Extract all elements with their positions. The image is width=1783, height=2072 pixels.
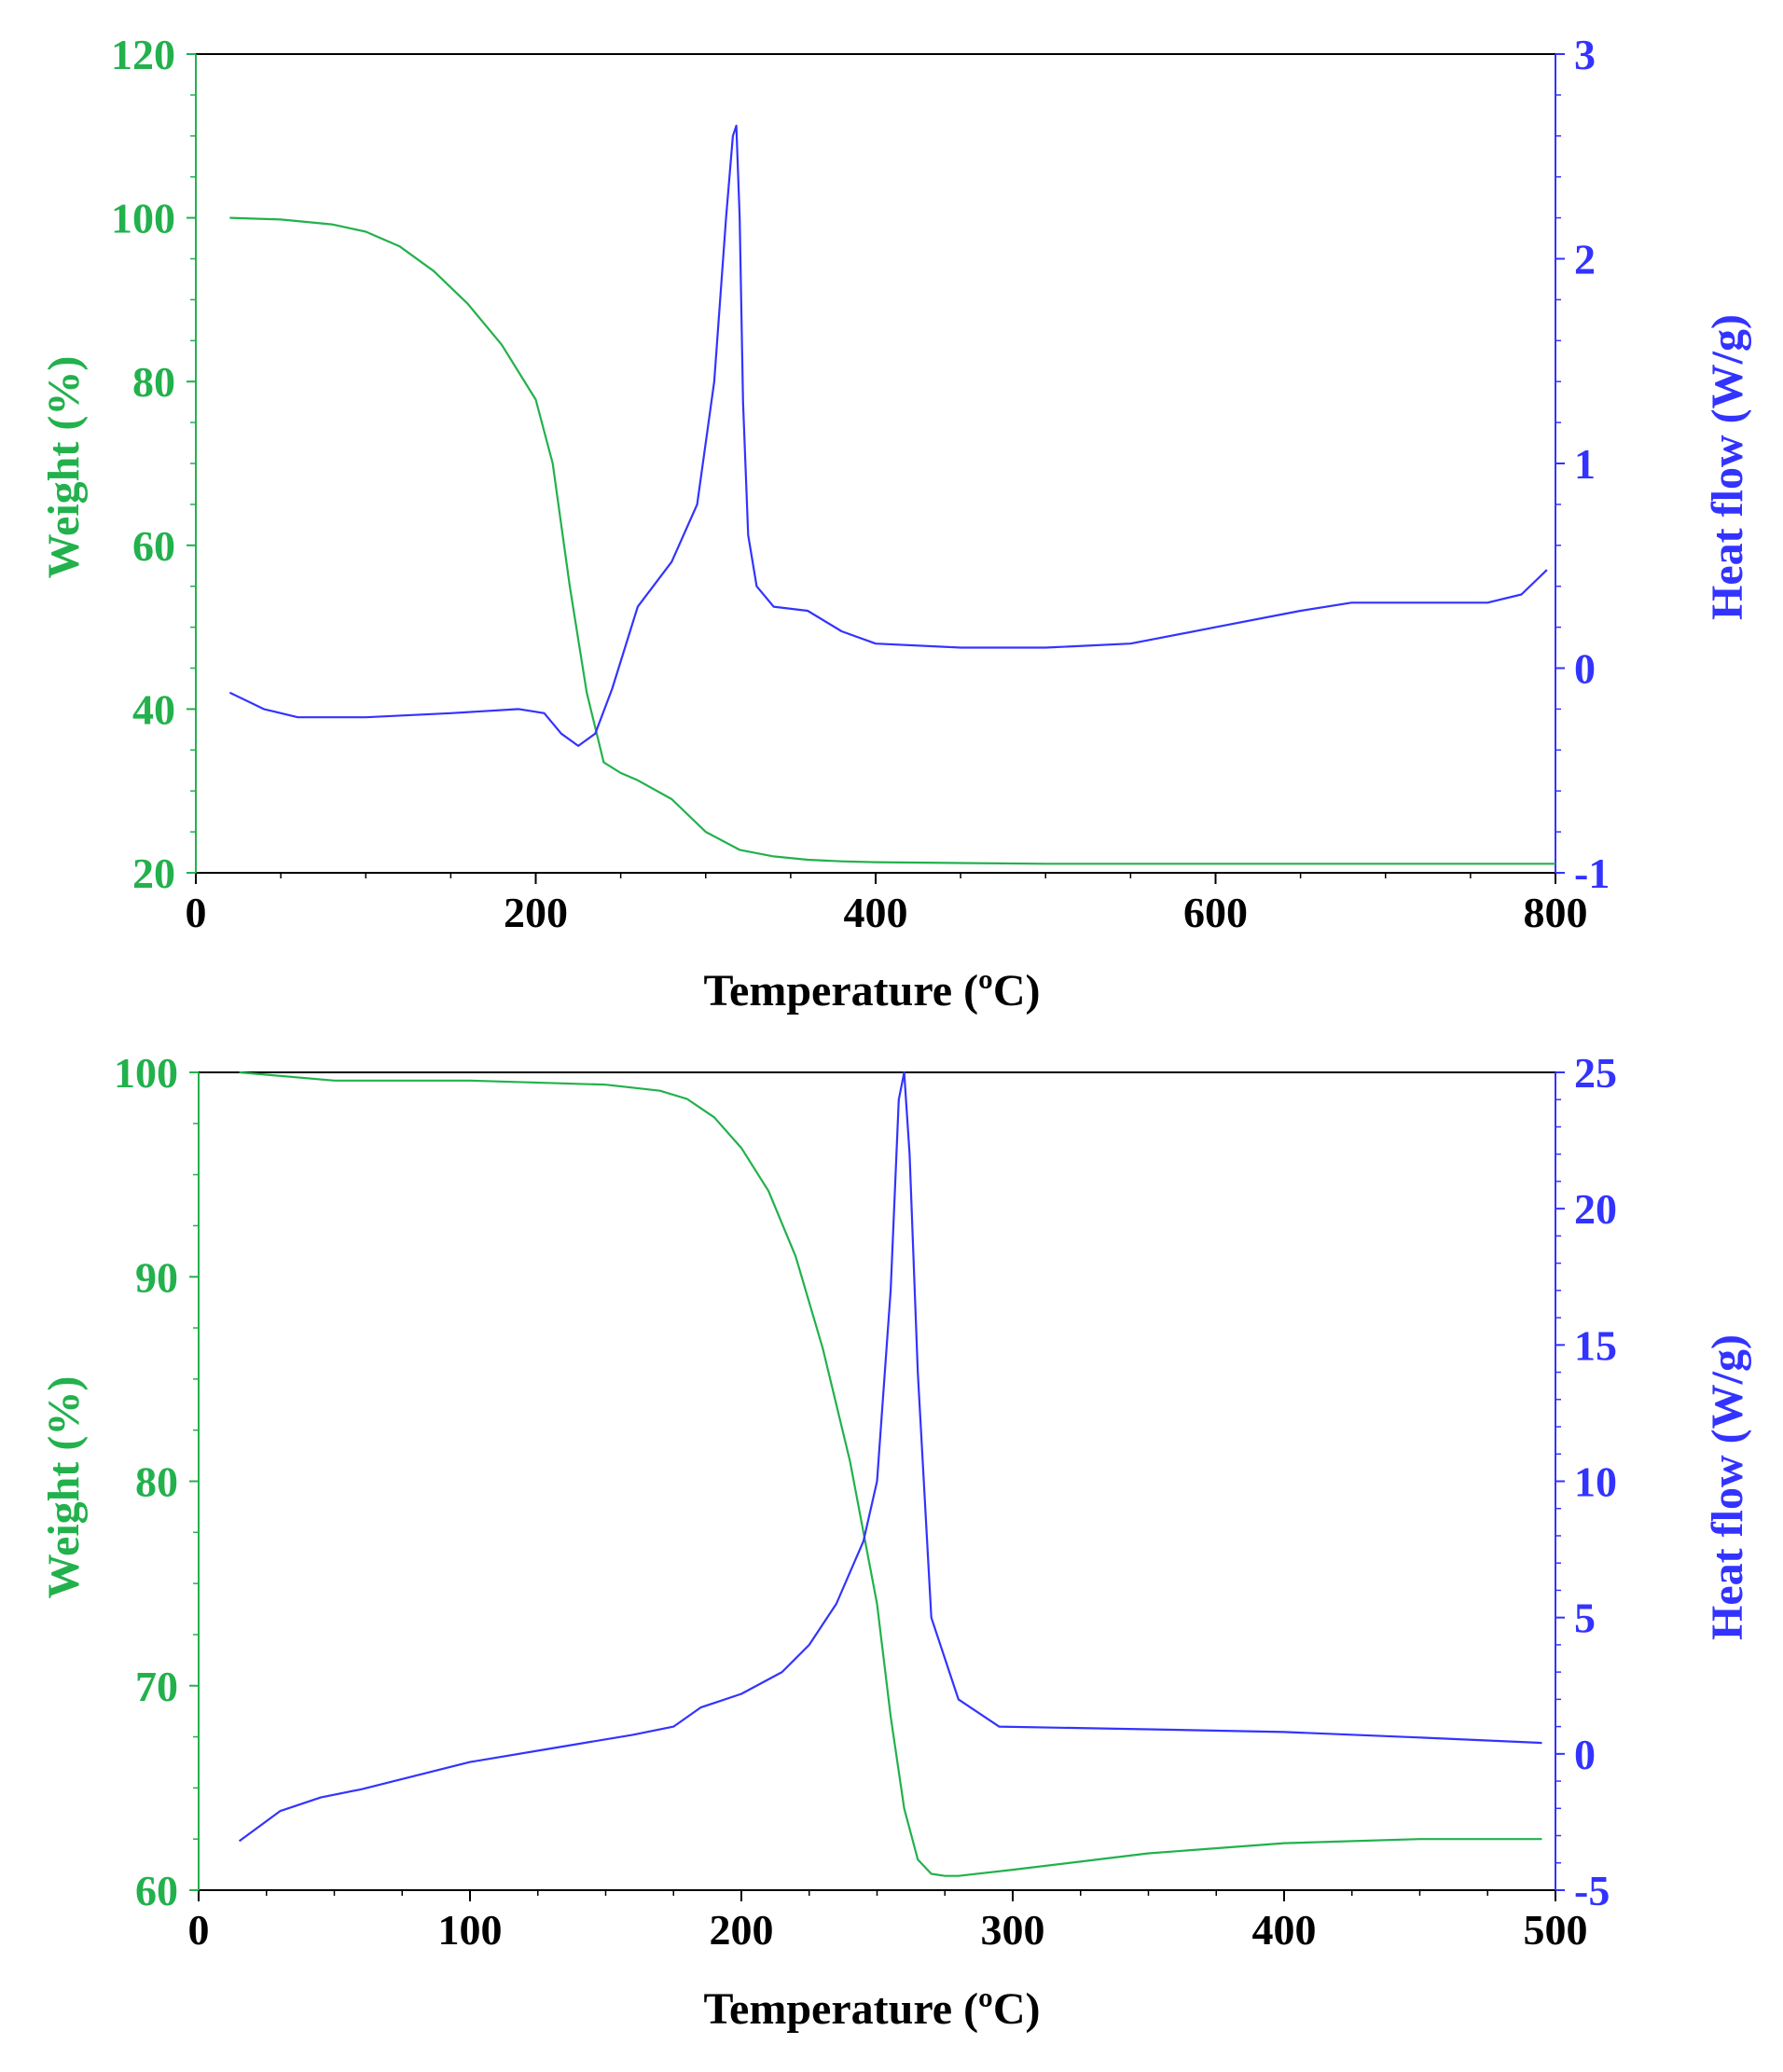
y-right-tick-label: -5 — [1574, 1867, 1610, 1914]
y-right-tick-label: 1 — [1574, 440, 1596, 488]
x-tick-label: 300 — [981, 1906, 1045, 1954]
y-right-tick-label: 10 — [1574, 1458, 1617, 1506]
tick-labels-top: 0 200 400 600 800 20 40 60 80 100 120 -1 0 1 2 3 — [111, 31, 1610, 936]
y-right-axis-title-bottom: Heat flow (W/g) — [1703, 1334, 1752, 1640]
x-tick-label: 0 — [186, 889, 207, 936]
y-left-tick-label: 70 — [135, 1663, 178, 1710]
x-tick-label: 200 — [504, 889, 568, 936]
heat-flow-series-line — [238, 1071, 1542, 1843]
y-right-tick-label: 15 — [1574, 1321, 1617, 1369]
y-right-tick-label: -1 — [1574, 850, 1610, 897]
x-axis-title-bottom: Temperature (ºC) — [703, 1984, 1040, 2034]
x-tick-label: 400 — [844, 889, 908, 936]
y-left-tick-label: 90 — [135, 1253, 178, 1301]
x-tick-label: 800 — [1524, 889, 1588, 936]
y-right-tick-label: 3 — [1574, 31, 1596, 78]
chart-top: 0 200 400 600 800 20 40 60 80 100 120 -1 0 1 2 3 Temper… — [39, 31, 1752, 1015]
x-tick-label: 600 — [1183, 889, 1248, 936]
y-right-tick-label: 0 — [1574, 645, 1596, 693]
x-tick-label: 500 — [1524, 1906, 1588, 1954]
x-tick-label: 0 — [188, 1906, 210, 1954]
heat-flow-series-line — [228, 124, 1548, 747]
x-tick-label: 400 — [1252, 1906, 1317, 1954]
y-right-tick-label: 2 — [1574, 236, 1596, 283]
series-top — [228, 124, 1555, 865]
x-tick-label: 200 — [710, 1906, 774, 1954]
y-left-tick-label: 120 — [111, 31, 175, 78]
y-left-tick-label: 60 — [132, 522, 175, 570]
y-right-axis-title-top: Heat flow (W/g) — [1703, 314, 1752, 620]
series-bottom — [238, 1071, 1542, 1877]
axes-bottom — [189, 1071, 1565, 1901]
y-left-tick-label: 100 — [114, 1049, 178, 1097]
x-tick-label: 100 — [438, 1906, 503, 1954]
chart-bottom: 0 100 200 300 400 50060708090100-50510152025 … — [39, 1049, 1752, 2034]
y-left-axis-title-top: Weight (%) — [39, 356, 89, 579]
y-left-tick-label: 60 — [135, 1867, 178, 1914]
y-right-tick-label: 20 — [1574, 1185, 1617, 1233]
tick-labels-bottom: 0 100 200 300 400 500 60 70 80 90 100 -5 0 5 10 15 20 25 — [114, 1049, 1617, 1954]
x-axis-title-top: Temperature (ºC) — [703, 966, 1040, 1015]
y-right-tick-label: 0 — [1574, 1731, 1596, 1778]
axes-top — [187, 53, 1565, 884]
y-left-tick-label: 80 — [132, 358, 175, 406]
weight-series-line — [229, 216, 1555, 865]
y-left-axis-title-bottom: Weight (%) — [39, 1376, 89, 1599]
y-right-tick-label: 5 — [1574, 1595, 1596, 1642]
y-left-tick-label: 20 — [132, 850, 175, 897]
weight-series-line — [239, 1071, 1542, 1877]
y-right-tick-label: 25 — [1574, 1049, 1617, 1097]
y-left-tick-label: 40 — [132, 685, 175, 733]
y-left-tick-label: 80 — [135, 1458, 178, 1506]
y-left-tick-label: 100 — [111, 195, 175, 242]
